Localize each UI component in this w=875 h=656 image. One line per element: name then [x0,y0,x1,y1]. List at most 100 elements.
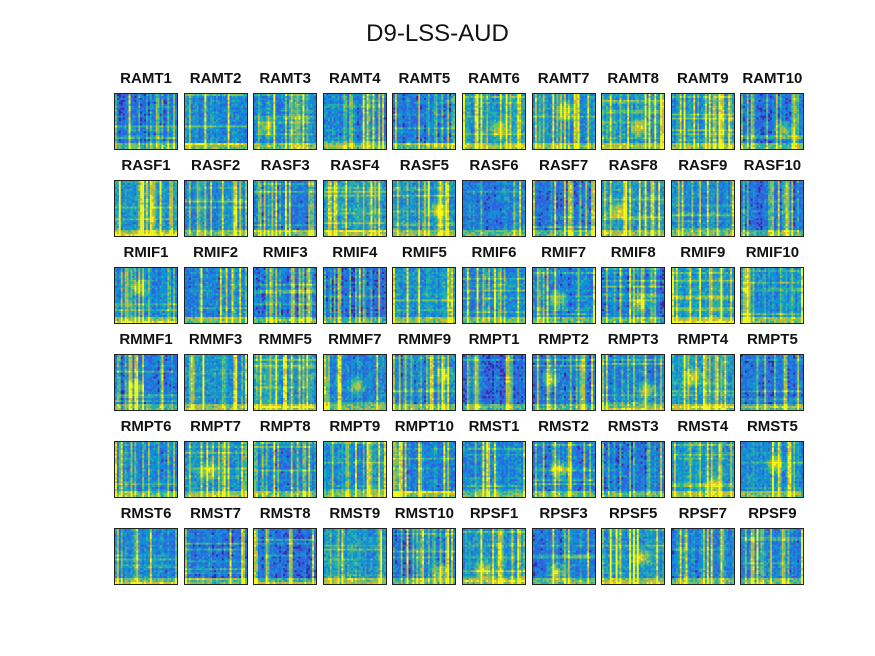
panel-title: RPSF3 [524,505,604,522]
panel-title: RASF2 [176,157,256,174]
heatmap-panel [462,441,526,498]
heatmap-panel [253,528,318,585]
heatmap-panel [392,354,457,411]
heatmap-panel [322,528,387,585]
panel-title: RMST8 [245,505,325,522]
heatmap-panel [392,441,457,498]
panel-title: RMPT10 [384,418,464,435]
panel-title: RASF8 [593,157,673,174]
panel-title: RASF3 [245,157,325,174]
heatmap-panel [462,528,526,585]
panel-title: RMIF9 [663,244,743,261]
heatmap-panel [740,528,805,585]
heatmap-panel [253,180,318,237]
panel-title: RMIF7 [524,244,604,261]
heatmap-panel [462,354,526,411]
panel-title: RMPT1 [454,331,534,348]
heatmap-panel [253,441,318,498]
panel-title: RMPT7 [176,418,256,435]
panel-title: RASF9 [663,157,743,174]
panel-title: RMST2 [524,418,604,435]
heatmap-panel [392,93,457,150]
panel-title: RMST3 [593,418,673,435]
panel-title: RMST7 [176,505,256,522]
heatmap-panel [392,180,457,237]
panel-title: RMST5 [732,418,812,435]
heatmap-panel [531,354,596,411]
heatmap-panel [740,354,805,411]
heatmap-panel [114,354,178,411]
heatmap-panel [114,180,178,237]
panel-title: RASF5 [384,157,464,174]
panel-title: RAMT1 [106,70,186,87]
heatmap-panel [601,267,666,324]
panel-title: RMMF5 [245,331,325,348]
panel-title: RMPT5 [732,331,812,348]
panel-title: RAMT8 [593,70,673,87]
panel-title: RMPT9 [315,418,395,435]
heatmap-panel [322,180,387,237]
panel-title: RMPT2 [524,331,604,348]
panel-title: RAMT5 [384,70,464,87]
panel-title: RASF7 [524,157,604,174]
heatmap-panel [670,267,735,324]
heatmap-panel [392,267,457,324]
panel-title: RMIF5 [384,244,464,261]
figure-title: D9-LSS-AUD [0,20,875,48]
heatmap-panel [253,267,318,324]
panel-title: RMST6 [106,505,186,522]
heatmap-panel [114,441,178,498]
panel-title: RASF10 [732,157,812,174]
panel-title: RMIF10 [732,244,812,261]
heatmap-panel [322,354,387,411]
heatmap-panel [740,267,805,324]
panel-title: RAMT4 [315,70,395,87]
heatmap-panel [183,441,248,498]
heatmap-panel [670,528,735,585]
panel-title: RASF6 [454,157,534,174]
panel-title: RPSF1 [454,505,534,522]
heatmap-panel [531,528,596,585]
panel-title: RMPT6 [106,418,186,435]
heatmap-panel [183,354,248,411]
panel-title: RMMF9 [384,331,464,348]
panel-title: RAMT10 [732,70,812,87]
panel-title: RAMT6 [454,70,534,87]
heatmap-panel [740,180,805,237]
heatmap-panel [601,180,666,237]
heatmap-panel [531,180,596,237]
heatmap-panel [322,441,387,498]
heatmap-panel [322,93,387,150]
heatmap-panel [670,180,735,237]
panel-title: RAMT7 [524,70,604,87]
heatmap-panel [114,528,178,585]
heatmap-panel [183,528,248,585]
heatmap-panel [740,441,805,498]
panel-title: RMMF7 [315,331,395,348]
heatmap-panel [183,93,248,150]
heatmap-panel [531,93,596,150]
panel-title: RMMF3 [176,331,256,348]
panel-title: RMPT4 [663,331,743,348]
panel-title: RASF1 [106,157,186,174]
heatmap-panel [601,93,666,150]
heatmap-panel [183,180,248,237]
panel-title: RMST9 [315,505,395,522]
heatmap-panel [601,441,666,498]
heatmap-panel [114,267,178,324]
panel-title: RMST4 [663,418,743,435]
panel-title: RAMT2 [176,70,256,87]
heatmap-panel [322,267,387,324]
heatmap-panel [670,93,735,150]
heatmap-panel [462,267,526,324]
heatmap-panel [670,441,735,498]
panel-title: RMIF8 [593,244,673,261]
panel-title: RMST1 [454,418,534,435]
panel-title: RPSF9 [732,505,812,522]
heatmap-panel [670,354,735,411]
panel-title: RMIF6 [454,244,534,261]
panel-title: RMIF3 [245,244,325,261]
panel-title: RMPT3 [593,331,673,348]
heatmap-panel [601,354,666,411]
